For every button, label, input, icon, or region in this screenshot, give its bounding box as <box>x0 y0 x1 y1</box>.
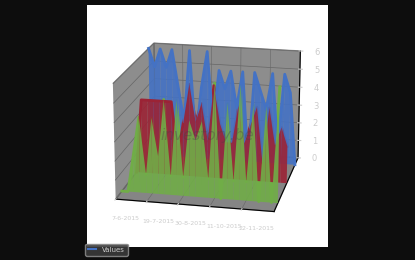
Text: investory.be: investory.be <box>161 128 254 143</box>
Legend: Values: Values <box>85 244 127 256</box>
